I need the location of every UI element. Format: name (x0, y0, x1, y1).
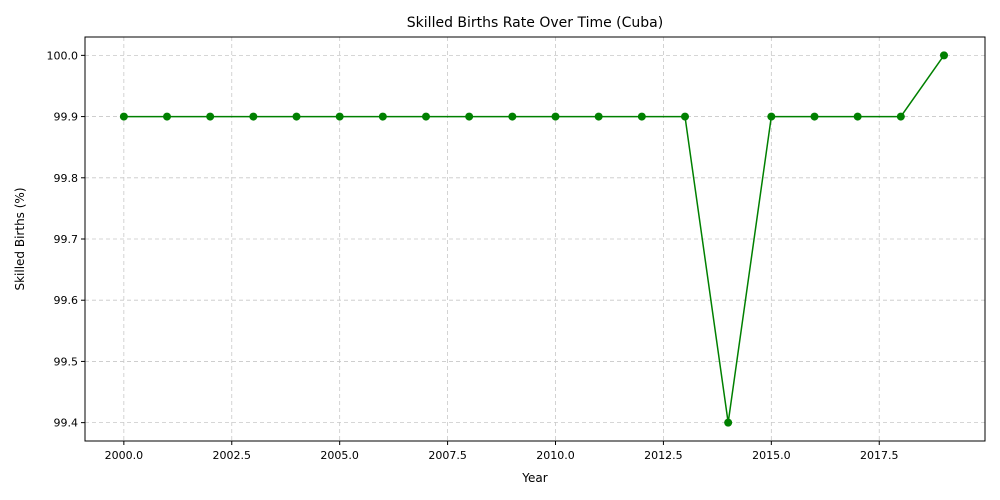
y-tick-label: 100.0 (47, 49, 79, 62)
series-line (123, 54, 945, 423)
data-point (292, 112, 301, 121)
data-point (681, 112, 689, 121)
data-point (853, 112, 862, 121)
data-point (508, 112, 517, 121)
data-point (206, 112, 215, 121)
chart-title: Skilled Births Rate Over Time (Cuba) (407, 15, 663, 31)
x-tick-label: 2017.5 (860, 449, 899, 462)
grid (85, 37, 985, 441)
y-axis-label: Skilled Births (%) (13, 187, 27, 290)
data-point (465, 112, 474, 121)
data-point (335, 112, 344, 121)
data-point (249, 112, 258, 121)
data-point (810, 112, 819, 121)
data-point (637, 112, 646, 121)
y-tick-label: 99.6 (54, 294, 79, 307)
y-tick-label: 99.9 (54, 111, 79, 124)
x-tick-label: 2005.0 (320, 449, 359, 462)
x-tick-label: 2007.5 (428, 449, 467, 462)
x-tick-label: 2002.5 (213, 449, 252, 462)
data-point (939, 51, 948, 60)
y-tick-label: 99.8 (54, 172, 79, 185)
data-point (551, 112, 560, 121)
y-tick-label: 99.7 (54, 233, 79, 246)
x-tick-label: 2000.0 (105, 449, 144, 462)
y-tick-label: 99.5 (54, 355, 79, 368)
x-tick-label: 2012.5 (644, 449, 683, 462)
series-layer (119, 51, 948, 427)
x-tick-label: 2015.0 (752, 449, 791, 462)
data-point (378, 112, 387, 121)
data-point (594, 112, 603, 121)
data-point (163, 112, 172, 121)
y-tick-label: 99.4 (54, 417, 79, 430)
x-tick-label: 2010.0 (536, 449, 575, 462)
x-axis: 2000.0 2002.5 2005.0 2007.5 2010.0 2012.5 2015… (105, 441, 899, 462)
y-axis: 99.4 99.5 99.6 99.7 99.8 99.9 100.0 (47, 49, 85, 430)
data-point (896, 112, 905, 121)
data-point (724, 418, 733, 427)
x-axis-label: Year (521, 471, 547, 485)
data-point (119, 112, 128, 121)
data-point (422, 112, 431, 121)
data-point (767, 112, 776, 121)
